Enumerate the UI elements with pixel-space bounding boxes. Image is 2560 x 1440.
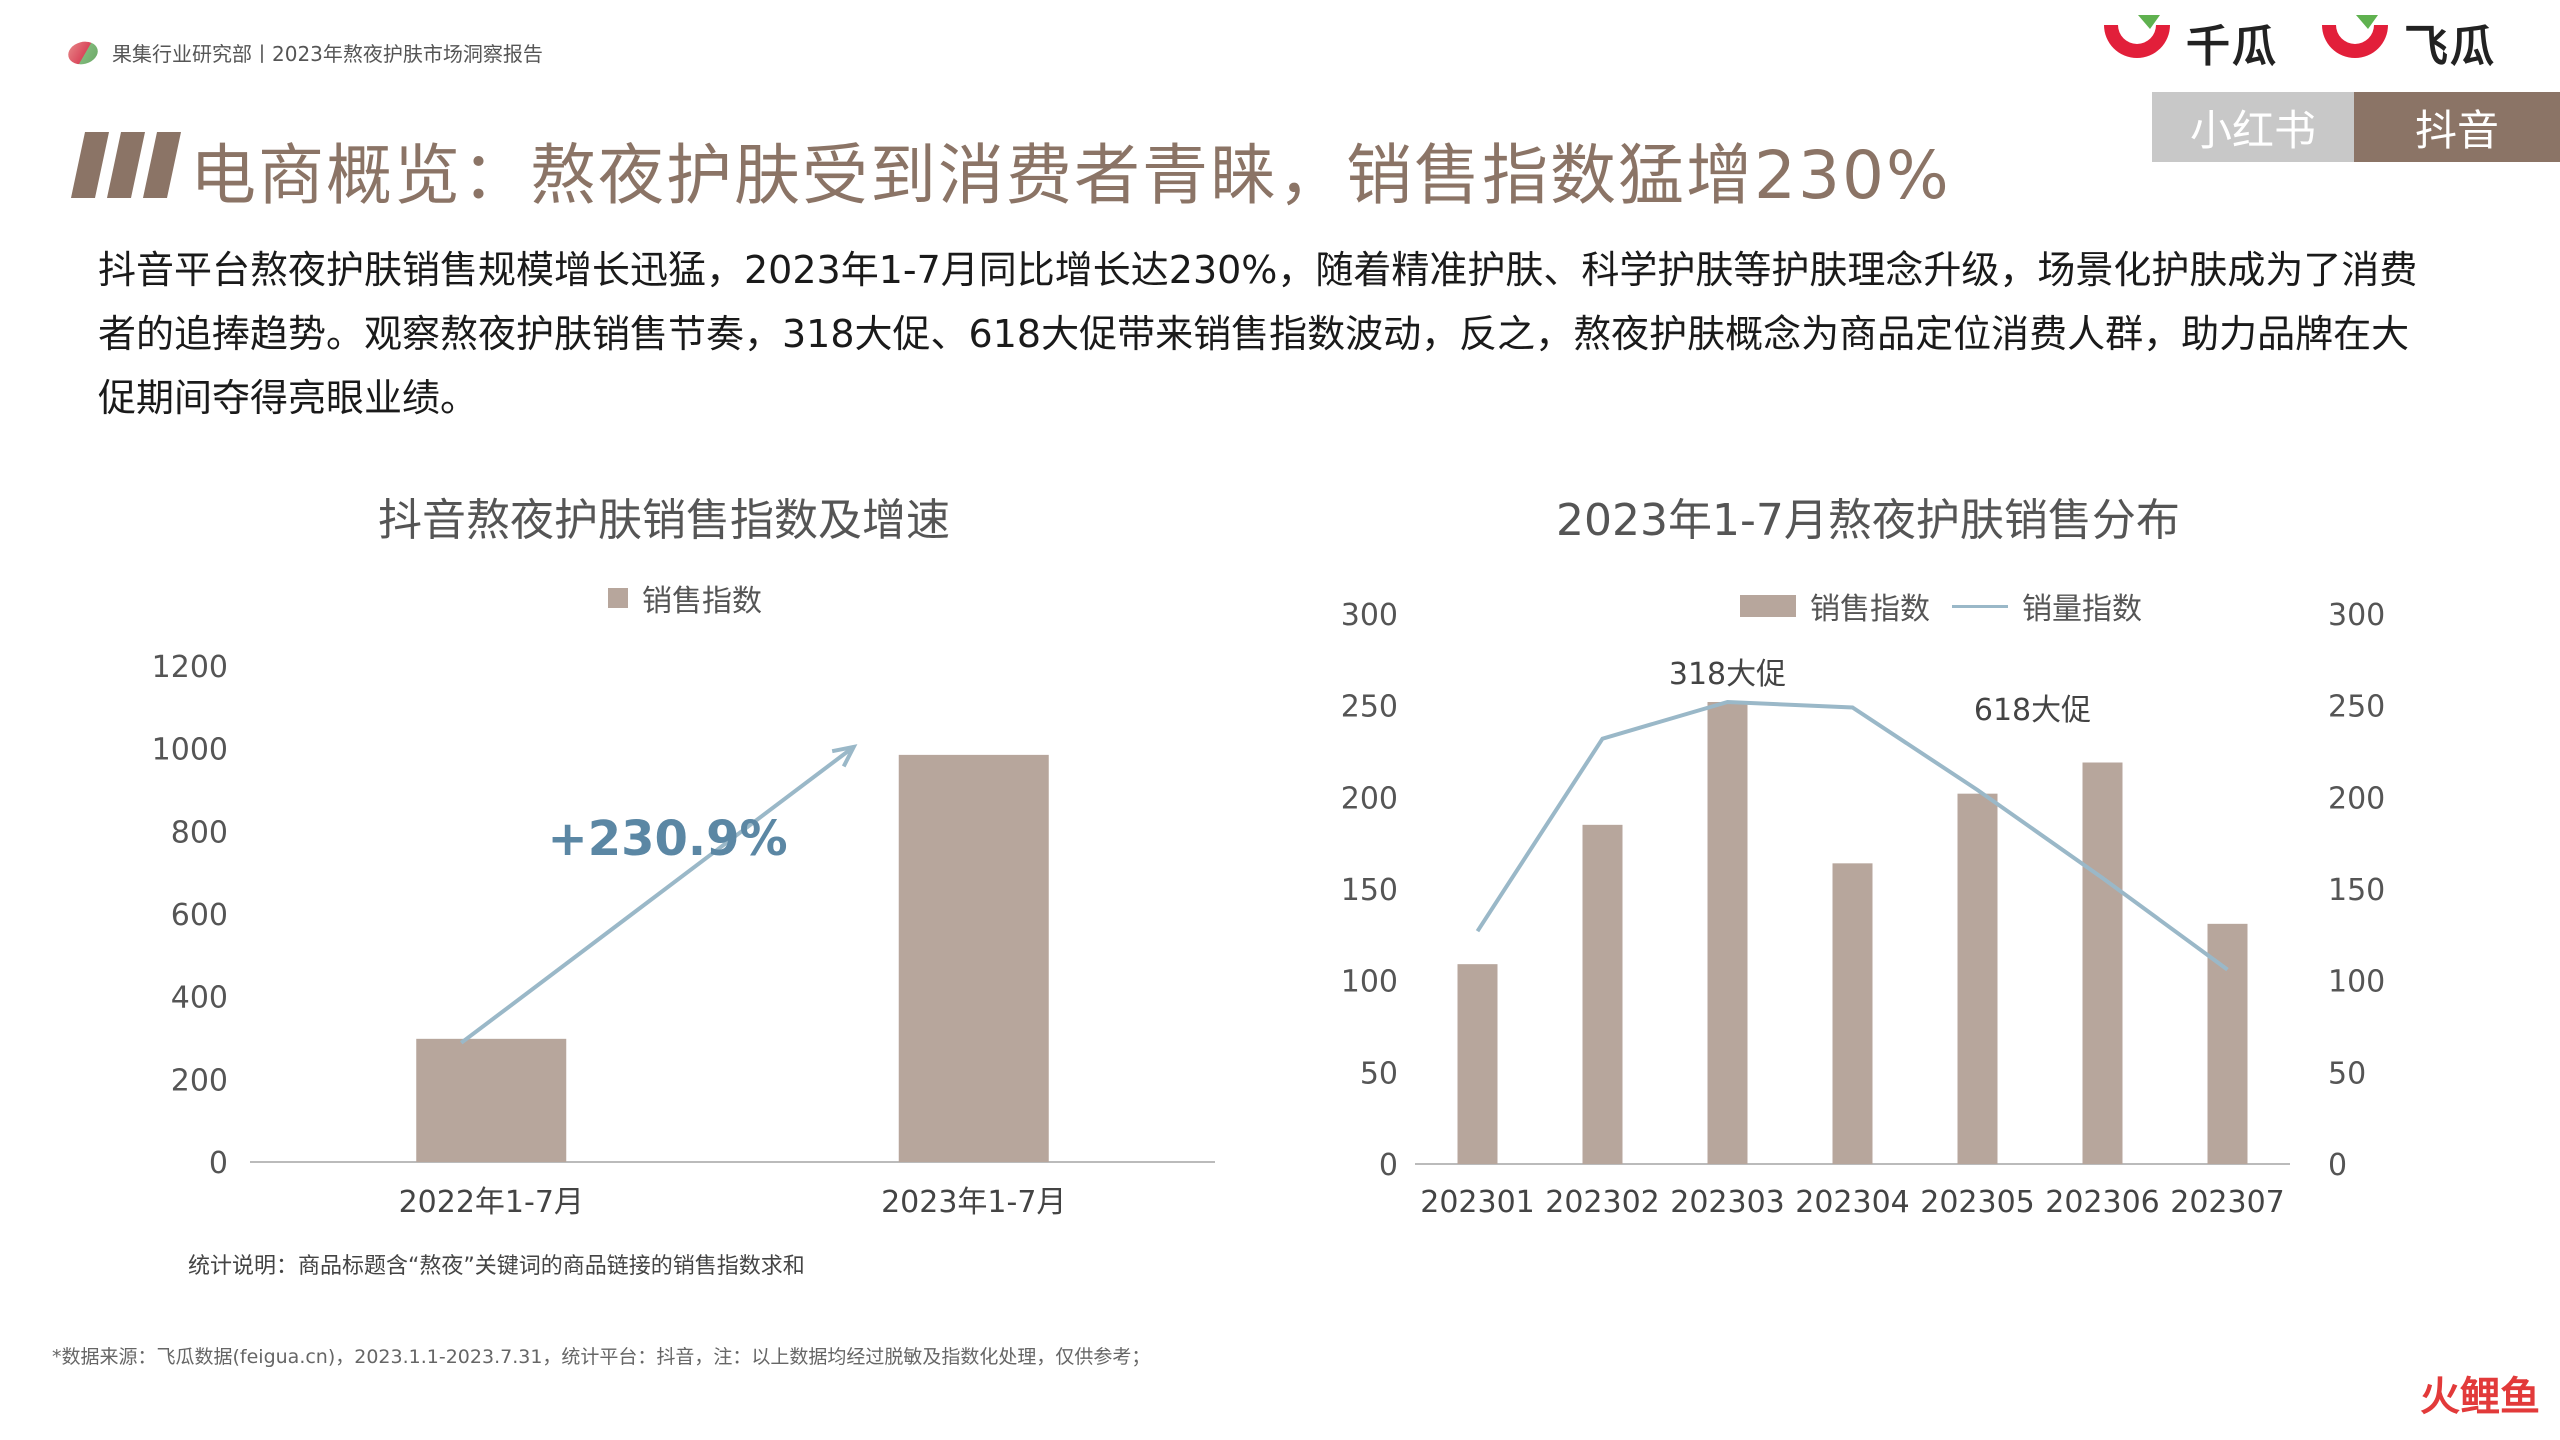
y-tick-label: 400: [171, 981, 228, 1016]
chart2-title: 2023年1-7月熬夜护肤销售分布: [1556, 495, 2180, 546]
x-tick-label: 202304: [1795, 1185, 1910, 1220]
chart2-legend-volume: 销量指数: [2022, 592, 2142, 627]
platform-tabs: 小红书 抖音: [2152, 92, 2560, 162]
x-tick-label: 202307: [2170, 1185, 2285, 1220]
y-tick-label: 800: [171, 815, 228, 850]
chart1-title: 抖音熬夜护肤销售指数及增速: [378, 495, 950, 546]
qiangua-logo: 千瓜: [2098, 10, 2278, 74]
promo-annotation: 318大促: [1669, 657, 1786, 692]
y2-tick-label: 200: [2328, 781, 2385, 816]
bar-sales-index: [1707, 702, 1748, 1164]
x-tick-label: 202303: [1670, 1185, 1785, 1220]
legend-swatch-sales: [608, 588, 628, 608]
y2-tick-label: 250: [2328, 690, 2385, 725]
feigua-logo-icon: [2322, 15, 2388, 58]
summary-paragraph: 抖音平台熬夜护肤销售规模增长迅猛，2023年1-7月同比增长达230%，随着精准…: [98, 248, 2418, 420]
breadcrumb: 果集行业研究部丨2023年熬夜护肤市场洞察报告: [65, 37, 543, 68]
x-tick-label: 2022年1-7月: [399, 1185, 584, 1220]
bar-sales-index: [2082, 762, 2123, 1164]
bar-sales-index: [1957, 793, 1998, 1164]
promo-annotation: 618大促: [1974, 693, 2091, 728]
y2-tick-label: 50: [2328, 1056, 2366, 1091]
y-tick-label: 200: [1341, 781, 1398, 816]
chart2-legend-sales: 销售指数: [1810, 592, 1930, 627]
feigua-logo-text: 飞瓜: [2404, 21, 2496, 72]
bar-sales-index: [898, 754, 1049, 1162]
legend-swatch-volume: [1952, 604, 2008, 608]
data-source: *数据来源：飞瓜数据(feigua.cn)，2023.1.1-2023.7.31…: [52, 1346, 1151, 1368]
y-tick-label: 300: [1341, 598, 1398, 633]
growth-rate-label: +230.9%: [548, 811, 788, 867]
chart1-legend-label: 销售指数: [642, 584, 762, 619]
chart1-legend: 销售指数: [608, 576, 762, 620]
brand-leaf-icon: [65, 37, 101, 68]
qiangua-logo-icon: [2104, 15, 2170, 58]
x-tick-label: 202302: [1545, 1185, 1660, 1220]
y-tick-label: 1000: [152, 733, 228, 768]
y-tick-label: 1200: [152, 650, 228, 685]
tab-xiaohongshu[interactable]: 小红书: [2152, 92, 2354, 162]
line-volume-index: [1475, 699, 2229, 972]
y-tick-label: 600: [171, 898, 228, 933]
y-tick-label: 200: [171, 1063, 228, 1098]
page-title: 电商概览：熬夜护肤受到消费者青睐，销售指数猛增230%: [190, 137, 1951, 214]
statistics-note: 统计说明：商品标题含“熬夜”关键词的商品链接的销售指数求和: [188, 1254, 805, 1279]
tab-douyin[interactable]: 抖音: [2354, 92, 2560, 162]
legend-swatch-sales: [1740, 595, 1796, 617]
feigua-logo: 飞瓜: [2316, 10, 2496, 74]
y-tick-label: 250: [1341, 690, 1398, 725]
title-bars-icon: [70, 132, 182, 198]
y2-tick-label: 100: [2328, 965, 2385, 1000]
chart2-legend: 销售指数 销量指数: [1740, 584, 2142, 628]
chart1-plot: 0 200 400 600 800 1000 1200 2022年1-7月 2023年1-7月 +…: [152, 650, 1215, 1220]
corner-logo: 火鲤鱼: [2420, 1374, 2540, 1420]
breadcrumb-text: 果集行业研究部丨2023年熬夜护肤市场洞察报告: [112, 42, 543, 66]
bar-sales-index: [2207, 923, 2248, 1164]
growth-arrow-line: [460, 745, 855, 1045]
x-tick-label: 202301: [1420, 1185, 1535, 1220]
y-tick-label: 0: [1379, 1148, 1398, 1183]
bar-sales-index: [1832, 863, 1873, 1164]
y-tick-label: 150: [1341, 873, 1398, 908]
growth-arrow-head: [831, 744, 858, 768]
x-tick-label: 2023年1-7月: [881, 1185, 1066, 1220]
x-tick-label: 202306: [2045, 1185, 2160, 1220]
y-tick-label: 50: [1360, 1056, 1398, 1091]
x-tick-label: 202305: [1920, 1185, 2035, 1220]
bar-sales-index: [1457, 964, 1498, 1164]
y2-tick-label: 150: [2328, 873, 2385, 908]
qiangua-logo-text: 千瓜: [2186, 21, 2278, 72]
y2-tick-label: 300: [2328, 598, 2385, 633]
y-tick-label: 0: [209, 1146, 228, 1181]
bar-sales-index: [1582, 824, 1623, 1164]
y-tick-label: 100: [1341, 965, 1398, 1000]
chart2-plot: 0 50 100 150 200 250 300 0 50 100 150 200 250 300 2023…: [1341, 598, 2386, 1220]
bar-sales-index: [416, 1038, 567, 1162]
y2-tick-label: 0: [2328, 1148, 2347, 1183]
